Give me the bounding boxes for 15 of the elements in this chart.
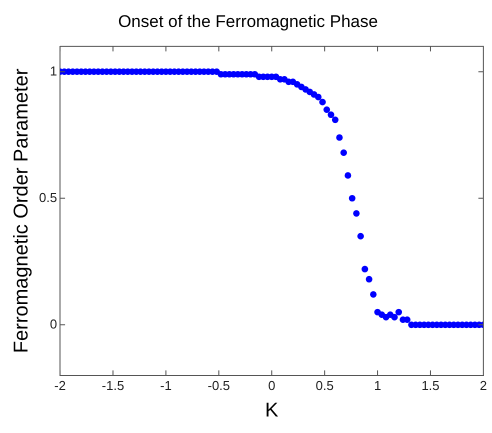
x-tick-label: 1.5 [421,378,440,393]
x-tick-label: -1.5 [102,378,124,393]
y-tick-label: 1 [50,63,58,78]
y-axis-title: Ferromagnetic Order Parameter [10,68,33,354]
x-axis-title: K [265,400,280,422]
chart-title: Onset of the Ferromagnetic Phase [118,12,378,31]
x-tick-label: 0.5 [316,378,334,393]
y-tick-label: 0 [50,316,58,332]
x-tick-label: -2 [54,378,66,393]
x-tick-label: 2 [480,378,487,393]
x-tick-label: 0 [268,378,276,393]
y-tick-label: 0.5 [38,190,58,205]
x-tick-label: -0.5 [208,378,230,393]
x-tick-label: -1 [160,378,172,393]
x-tick-label: 1 [374,378,382,393]
